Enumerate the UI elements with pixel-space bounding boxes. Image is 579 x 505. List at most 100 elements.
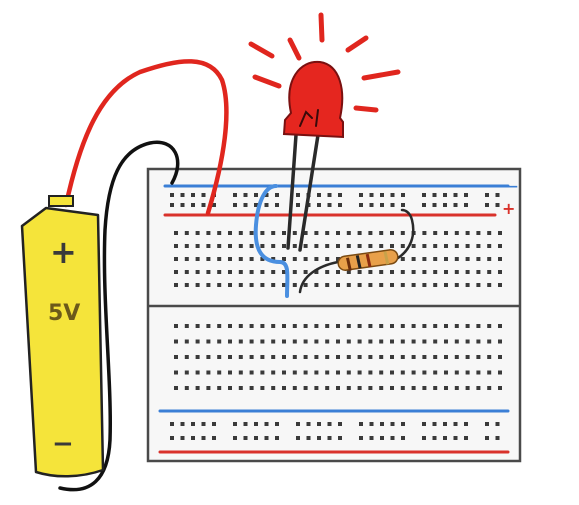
light-ray bbox=[345, 35, 369, 53]
breadboard-hole bbox=[359, 422, 363, 426]
breadboard-hole bbox=[249, 244, 254, 248]
breadboard-hole bbox=[476, 355, 481, 359]
breadboard-hole bbox=[495, 203, 500, 207]
breadboard-hole bbox=[174, 257, 178, 261]
breadboard-hole bbox=[390, 436, 395, 440]
breadboard-hole bbox=[191, 422, 195, 426]
breadboard-hole bbox=[380, 193, 384, 197]
breadboard-hole bbox=[495, 422, 500, 426]
breadboard-hole bbox=[444, 270, 448, 274]
breadboard-hole bbox=[379, 244, 384, 248]
breadboard-hole bbox=[282, 244, 286, 248]
breadboard-hole bbox=[487, 231, 492, 235]
breadboard-hole bbox=[184, 324, 189, 328]
breadboard-hole bbox=[217, 355, 222, 359]
light-ray bbox=[318, 12, 325, 43]
breadboard-hole bbox=[228, 370, 232, 375]
breadboard-hole bbox=[433, 270, 438, 274]
led-dome bbox=[282, 60, 344, 139]
breadboard-hole bbox=[454, 283, 459, 287]
breadboard-hole bbox=[390, 283, 394, 287]
breadboard-hole bbox=[191, 203, 195, 207]
breadboard-hole bbox=[271, 270, 276, 274]
breadboard-hole bbox=[254, 193, 258, 197]
breadboard-hole bbox=[174, 355, 178, 359]
breadboard-hole bbox=[306, 436, 311, 440]
breadboard-hole bbox=[275, 193, 279, 197]
resistor bbox=[298, 208, 415, 294]
breadboard-hole bbox=[174, 270, 178, 274]
breadboard-hole bbox=[433, 339, 438, 344]
breadboard-hole bbox=[238, 270, 243, 274]
breadboard-hole bbox=[327, 193, 332, 197]
breadboard-hole bbox=[195, 257, 200, 261]
breadboard-hole bbox=[400, 339, 405, 344]
breadboard-hole bbox=[201, 422, 206, 426]
breadboard-hole bbox=[206, 244, 211, 248]
breadboard-hole bbox=[303, 355, 308, 359]
breadboard-hole bbox=[243, 436, 248, 440]
breadboard-hole bbox=[336, 283, 340, 287]
breadboard-hole bbox=[303, 370, 308, 375]
breadboard-hole bbox=[495, 436, 500, 440]
breadboard-hole bbox=[464, 436, 468, 440]
breadboard-hole bbox=[292, 231, 297, 235]
breadboard-hole bbox=[249, 270, 254, 274]
breadboard-hole bbox=[260, 270, 265, 274]
resistor-band-4 bbox=[383, 251, 390, 265]
light-ray bbox=[353, 105, 379, 113]
breadboard-hole bbox=[379, 270, 384, 274]
light-ray bbox=[287, 37, 302, 61]
battery-plus-label: + bbox=[50, 233, 77, 271]
breadboard-hole bbox=[238, 355, 243, 359]
battery-5v: + 5V − bbox=[20, 195, 105, 478]
breadboard-hole bbox=[303, 231, 308, 235]
breadboard-hole bbox=[260, 386, 265, 390]
breadboard-hole bbox=[453, 193, 458, 197]
breadboard-hole bbox=[170, 422, 174, 426]
breadboard-hole bbox=[325, 370, 330, 375]
breadboard-hole bbox=[368, 339, 373, 344]
breadboard-hole bbox=[292, 324, 297, 328]
breadboard-hole bbox=[379, 370, 384, 375]
breadboard-hole bbox=[498, 355, 502, 359]
breadboard-hole bbox=[443, 203, 447, 207]
breadboard-hole bbox=[485, 436, 489, 440]
breadboard-hole bbox=[228, 386, 232, 390]
breadboard-hole bbox=[195, 231, 200, 235]
breadboard-hole bbox=[359, 436, 363, 440]
breadboard-hole bbox=[271, 355, 276, 359]
breadboard-hole bbox=[292, 270, 297, 274]
breadboard-hole bbox=[195, 244, 200, 248]
breadboard-hole bbox=[443, 193, 447, 197]
breadboard-hole bbox=[296, 436, 300, 440]
breadboard-hole bbox=[454, 244, 459, 248]
breadboard-hole bbox=[465, 231, 470, 235]
breadboard-hole bbox=[357, 244, 362, 248]
breadboard-hole bbox=[454, 231, 459, 235]
breadboard-hole bbox=[400, 231, 405, 235]
breadboard-hole bbox=[498, 244, 502, 248]
breadboard-hole bbox=[184, 270, 189, 274]
breadboard-hole bbox=[487, 370, 492, 375]
breadboard-hole bbox=[390, 422, 395, 426]
breadboard-hole bbox=[346, 386, 351, 390]
breadboard-hole bbox=[271, 231, 276, 235]
breadboard-hole bbox=[325, 283, 330, 287]
breadboard-hole bbox=[314, 355, 319, 359]
breadboard-hole bbox=[195, 370, 200, 375]
breadboard-hole bbox=[206, 339, 211, 344]
breadboard-hole bbox=[411, 283, 416, 287]
breadboard-hole bbox=[390, 324, 394, 328]
breadboard-hole bbox=[184, 339, 189, 344]
breadboard-hole bbox=[390, 244, 394, 248]
lower-terminal-holes bbox=[174, 324, 502, 390]
breadboard-hole bbox=[401, 203, 405, 207]
breadboard-hole bbox=[422, 436, 426, 440]
breadboard-hole bbox=[422, 283, 427, 287]
breadboard-hole bbox=[476, 283, 481, 287]
breadboard-hole bbox=[254, 203, 258, 207]
top-rail-plus-label: + bbox=[502, 199, 515, 218]
breadboard-hole bbox=[206, 370, 211, 375]
breadboard-hole bbox=[282, 324, 286, 328]
